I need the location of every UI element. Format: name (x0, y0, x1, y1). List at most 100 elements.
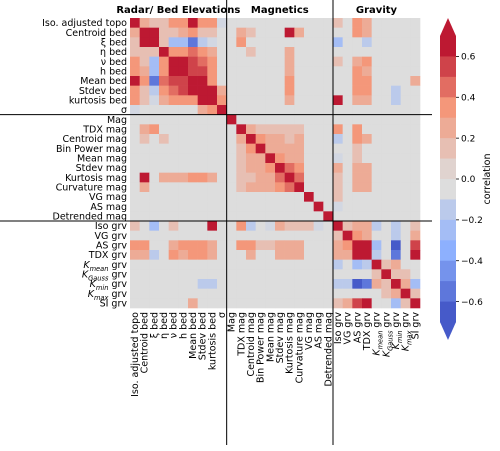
heatmap-cell (246, 279, 256, 289)
column-label: TDX mag (236, 312, 247, 357)
row-label: ξ bed (101, 38, 127, 49)
heatmap-cell (391, 279, 401, 289)
heatmap-cell (168, 56, 179, 67)
heatmap-cell (188, 47, 198, 57)
heatmap-cell (304, 27, 314, 38)
heatmap-cell (371, 259, 382, 270)
heatmap-cell (207, 124, 218, 135)
heatmap-cell (159, 66, 169, 77)
heatmap-cell (323, 211, 334, 222)
column-label: Detrended mag (323, 312, 334, 386)
heatmap-cell (400, 163, 411, 173)
heatmap-cell (352, 114, 363, 125)
heatmap-cell (410, 37, 421, 48)
row-label: Curvature mag (56, 183, 127, 194)
heatmap-cell (159, 134, 169, 144)
heatmap-cell (217, 18, 227, 28)
heatmap-cell (342, 47, 353, 57)
heatmap-cell (168, 172, 179, 183)
heatmap-cell (130, 134, 140, 144)
heatmap-cell (255, 56, 266, 67)
heatmap-cell (139, 259, 150, 270)
heatmap-cell (255, 163, 266, 173)
heatmap-cell (178, 201, 189, 212)
heatmap-cell (197, 259, 208, 270)
heatmap-cell (362, 211, 372, 222)
heatmap-cell (197, 105, 208, 115)
heatmap-cell (284, 18, 295, 28)
heatmap-cell (197, 182, 208, 193)
heatmap-cell (294, 153, 305, 164)
heatmap-cell (265, 163, 276, 173)
heatmap-cell (304, 211, 314, 222)
heatmap-cell (304, 18, 314, 28)
heatmap-cell (381, 47, 392, 57)
heatmap-cell (304, 114, 314, 125)
heatmap-cell (255, 259, 266, 270)
heatmap-cell (130, 172, 140, 183)
heatmap-cell (139, 211, 150, 222)
heatmap-cell (236, 269, 247, 280)
heatmap-cell (246, 143, 256, 154)
heatmap-cell (304, 143, 314, 154)
heatmap-cell (294, 134, 305, 144)
heatmap-cell (352, 134, 363, 144)
heatmap-cell (275, 211, 285, 222)
heatmap-cell (217, 105, 227, 115)
heatmap-cell (207, 37, 218, 48)
heatmap-cell (226, 27, 237, 38)
heatmap-cell (400, 27, 411, 38)
heatmap-cell (304, 134, 314, 144)
heatmap-cell (149, 269, 160, 280)
heatmap-cell (284, 221, 295, 231)
heatmap-cell (294, 114, 305, 125)
heatmap-cell (217, 230, 227, 241)
heatmap-cell (313, 66, 324, 77)
heatmap-cell (342, 201, 353, 212)
heatmap-cell (197, 47, 208, 57)
heatmap-cell (362, 95, 372, 106)
heatmap-cell (391, 37, 401, 48)
column-label: Kmax grv (401, 312, 414, 352)
heatmap-cell (371, 105, 382, 115)
heatmap-cell (400, 250, 411, 260)
column-label: Stdev mag (275, 312, 286, 363)
heatmap-cell (381, 298, 392, 309)
heatmap-cell (139, 27, 150, 38)
heatmap-cell (207, 163, 218, 173)
heatmap-cell (217, 134, 227, 144)
row-label: Mean bed (80, 76, 127, 87)
heatmap-cell (371, 134, 382, 144)
heatmap-cell (236, 134, 247, 144)
heatmap-cell (362, 298, 372, 309)
heatmap-cell (400, 172, 411, 183)
column-label: Stdev bed (198, 312, 209, 360)
colorbar-segment (440, 199, 456, 221)
heatmap-cell (284, 182, 295, 193)
heatmap-cell (342, 172, 353, 183)
heatmap-cell (333, 288, 343, 299)
heatmap-cell (304, 240, 314, 251)
heatmap-cell (333, 298, 343, 309)
heatmap-cell (284, 192, 295, 202)
heatmap-cell (236, 259, 247, 270)
heatmap-cell (333, 259, 343, 270)
heatmap-cell (381, 259, 392, 270)
heatmap-cell (284, 56, 295, 67)
heatmap-cell (217, 27, 227, 38)
heatmap-cell (236, 240, 247, 251)
heatmap-cell (294, 192, 305, 202)
heatmap-cell (236, 250, 247, 260)
heatmap-cell (371, 269, 382, 280)
heatmap-cell (168, 37, 179, 48)
heatmap-cell (333, 240, 343, 251)
heatmap-cell (284, 95, 295, 106)
heatmap-cell (275, 66, 285, 77)
heatmap-cell (294, 240, 305, 251)
heatmap-cell (178, 105, 189, 115)
column-label: Mag (227, 312, 238, 332)
heatmap-cell (197, 85, 208, 96)
heatmap-cell (207, 76, 218, 86)
heatmap-cell (149, 47, 160, 57)
heatmap-cell (236, 211, 247, 222)
